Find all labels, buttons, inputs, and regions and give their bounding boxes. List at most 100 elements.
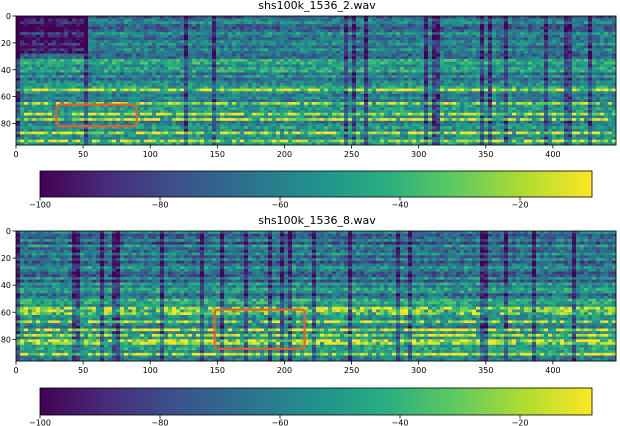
heatmap-cell <box>556 83 561 87</box>
heatmap-cell <box>600 34 605 38</box>
heatmap-cell <box>304 77 309 81</box>
heatmap-cell <box>64 50 69 55</box>
heatmap-cell <box>584 88 589 92</box>
heatmap-cell <box>608 77 613 81</box>
heatmap-cell <box>272 96 277 100</box>
heatmap-cell <box>68 59 73 63</box>
heatmap-cell <box>500 75 505 79</box>
heatmap-cell <box>72 64 77 68</box>
heatmap-cell <box>500 64 505 68</box>
heatmap-cell <box>204 88 209 92</box>
heatmap-cell <box>488 96 493 100</box>
heatmap-cell <box>304 45 309 49</box>
heatmap-cell <box>400 69 405 73</box>
heatmap-cell <box>340 67 345 71</box>
heatmap-cell <box>500 18 505 22</box>
heatmap-cell <box>464 102 469 106</box>
heatmap-cell <box>72 34 77 38</box>
heatmap-cell <box>56 40 61 44</box>
heatmap-cell <box>468 99 473 103</box>
heatmap-cell <box>520 50 525 55</box>
heatmap-cell <box>196 93 201 98</box>
heatmap-cell <box>612 34 617 38</box>
heatmap-cell <box>248 91 253 95</box>
heatmap-cell <box>572 53 577 57</box>
heatmap-cell <box>328 88 333 92</box>
heatmap-cell <box>256 34 261 38</box>
heatmap-cell <box>548 16 553 20</box>
heatmap-cell <box>604 67 609 71</box>
heatmap-cell <box>312 72 317 76</box>
heatmap-cell <box>120 56 125 60</box>
heatmap-cell <box>28 40 33 44</box>
heatmap-cell <box>104 61 109 65</box>
heatmap-cell <box>276 50 281 55</box>
heatmap-cell <box>516 75 521 79</box>
heatmap-cell <box>100 77 105 81</box>
heatmap-cell <box>216 56 221 60</box>
heatmap-cell <box>136 45 141 49</box>
heatmap-cell <box>156 88 161 92</box>
heatmap-cell <box>584 85 589 89</box>
heatmap-cell <box>556 64 561 68</box>
heatmap-cell <box>428 93 433 98</box>
heatmap-cell <box>600 99 605 103</box>
heatmap-cell <box>128 85 133 89</box>
heatmap-cell <box>20 29 25 33</box>
heatmap-cell <box>276 26 281 30</box>
heatmap-cell <box>160 32 165 36</box>
heatmap-cell <box>280 37 285 41</box>
heatmap-cell <box>176 53 181 57</box>
heatmap-cell <box>24 75 29 79</box>
heatmap-cell <box>568 40 573 44</box>
heatmap-cell <box>372 21 377 25</box>
heatmap-cell <box>268 80 273 84</box>
heatmap-cell <box>284 83 289 87</box>
heatmap-cell <box>68 93 73 98</box>
heatmap-cell <box>444 50 449 55</box>
heatmap-cell <box>216 16 221 20</box>
heatmap-cell <box>320 72 325 76</box>
heatmap-cell <box>200 24 205 28</box>
heatmap-cell <box>288 77 293 81</box>
heatmap-cell <box>312 45 317 49</box>
heatmap-cell <box>188 40 193 44</box>
heatmap-cell <box>296 26 301 30</box>
heatmap-cell <box>320 50 325 55</box>
heatmap-cell <box>220 21 225 25</box>
heatmap-cell <box>196 69 201 73</box>
heatmap-cell <box>416 61 421 65</box>
heatmap-cell <box>284 42 289 46</box>
heatmap-cell <box>268 69 273 73</box>
heatmap-cell <box>408 37 413 41</box>
heatmap-cell <box>388 21 393 25</box>
heatmap-cell <box>132 72 137 76</box>
heatmap-cell <box>552 48 557 52</box>
heatmap-cell <box>56 50 61 55</box>
heatmap-cell <box>64 21 69 25</box>
heatmap-cell <box>104 24 109 28</box>
heatmap-cell <box>64 67 69 71</box>
heatmap-cell <box>184 24 189 28</box>
heatmap-cell <box>552 45 557 49</box>
heatmap-cell <box>592 85 597 89</box>
heatmap-cell <box>360 67 365 71</box>
heatmap-cell <box>208 48 213 52</box>
heatmap-cell <box>76 64 81 68</box>
heatmap-cell <box>272 26 277 30</box>
heatmap-cell <box>268 53 273 57</box>
heatmap-cell <box>416 29 421 33</box>
heatmap-cell <box>480 50 485 55</box>
heatmap-cell <box>528 93 533 98</box>
heatmap-cell <box>36 59 41 63</box>
heatmap-cell <box>420 26 425 30</box>
heatmap-cell <box>212 21 217 25</box>
heatmap-cell <box>60 83 65 87</box>
heatmap-cell <box>276 85 281 89</box>
heatmap-cell <box>592 83 597 87</box>
heatmap-cell <box>516 26 521 30</box>
heatmap-cell <box>604 88 609 92</box>
heatmap-cell <box>44 83 49 87</box>
heatmap-cell <box>612 48 617 52</box>
heatmap-cell <box>548 56 553 60</box>
